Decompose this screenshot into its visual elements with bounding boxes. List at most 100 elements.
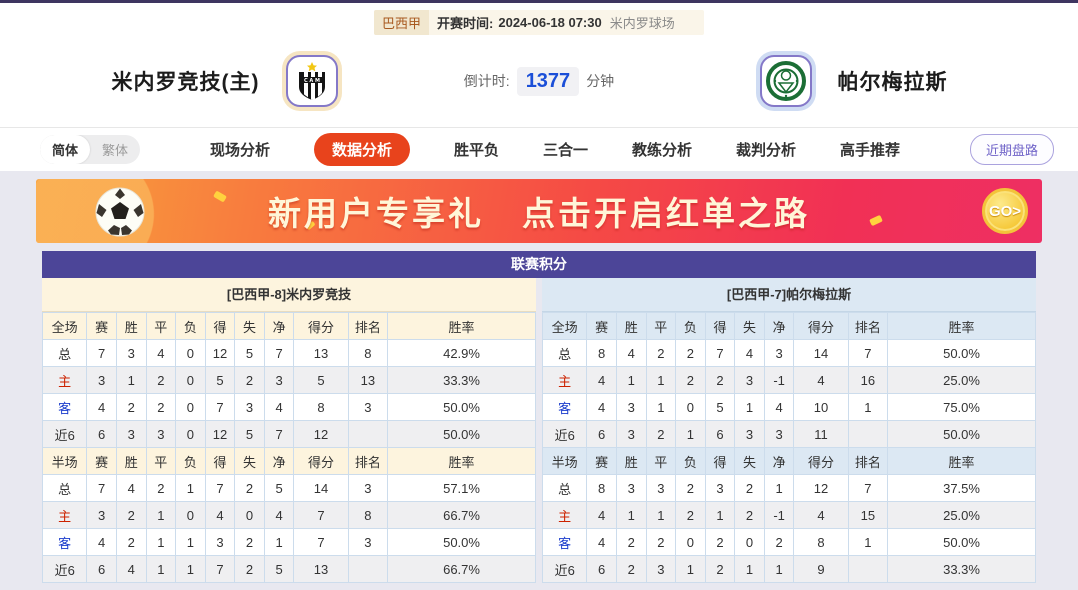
stat-cell: -1 <box>763 366 795 394</box>
stat-cell: 2 <box>234 366 265 394</box>
stat-cell: 2 <box>145 474 177 502</box>
stat-cell <box>847 420 889 448</box>
stat-cell: 4 <box>586 366 617 394</box>
stat-cell: 1 <box>847 393 889 421</box>
stat-cell: 3 <box>347 393 389 421</box>
stat-cell: 50.0% <box>887 420 1036 448</box>
row-label: 客 <box>41 528 88 556</box>
stat-cell: 33.3% <box>387 366 536 394</box>
recent-handicap-button[interactable]: 近期盘路 <box>969 134 1054 165</box>
table-title: 联赛积分 <box>42 251 1036 278</box>
home-team-name: 米内罗竞技(主) <box>111 71 260 94</box>
stat-cell: 1 <box>645 501 677 529</box>
stat-cell: 8 <box>347 339 389 367</box>
column-header: 得分 <box>293 447 349 475</box>
stat-cell: 2 <box>675 474 706 502</box>
nav-item-7[interactable]: 高手推荐 <box>840 142 901 159</box>
stat-cell: 2 <box>645 420 677 448</box>
column-header: 负 <box>175 312 206 340</box>
home-stats-table: 全场赛胜平负得失净得分 排名 胜率总 7 3 4 0 12 5 7 13 8 42.9% 主 3 1 2 0 5 2 3… <box>41 312 536 583</box>
stat-cell: 6 <box>704 420 736 448</box>
stat-cell: 2 <box>234 528 265 556</box>
stat-cell: 2 <box>734 501 765 529</box>
column-header: 排名 <box>847 447 889 475</box>
team-table-header: [巴西甲-8]米内罗竞技 <box>42 278 536 312</box>
promo-banner[interactable]: 新用户专享礼 点击开启红单之路 GO> <box>36 179 1042 243</box>
column-header: 排名 <box>347 447 389 475</box>
match-header: 巴西甲 开赛时间: 2024-06-18 07:30 米内罗球场 米内罗竞技(主… <box>0 3 1078 127</box>
stat-cell: 8 <box>586 339 617 367</box>
row-label: 客 <box>541 393 588 421</box>
stat-cell: 2 <box>615 528 647 556</box>
navbar: 简体 繁体 现场分析 数据分析 胜平负 三合一 教练分析 裁判分析 高手推荐 近期盘路 <box>0 127 1078 171</box>
stat-cell: 6 <box>586 555 617 583</box>
countdown-unit: 分钟 <box>586 73 615 89</box>
go-coin-button[interactable]: GO> <box>982 188 1028 234</box>
nav-item-5[interactable]: 教练分析 <box>632 142 693 159</box>
stat-cell: 8 <box>793 528 849 556</box>
stat-cell: 16 <box>847 366 889 394</box>
match-info-bar: 巴西甲 开赛时间: 2024-06-18 07:30 米内罗球场 <box>374 10 704 35</box>
table-row: 总 8 3 3 2 3 2 1 12 7 37.5% <box>541 474 1036 502</box>
column-header: 平 <box>645 312 677 340</box>
table-row: 近6 6 2 3 1 2 1 1 9 33.3% <box>541 555 1036 583</box>
column-header: 净 <box>263 447 295 475</box>
row-label: 主 <box>41 366 88 394</box>
stat-cell: 1 <box>175 474 206 502</box>
column-header: 全场 <box>541 312 588 340</box>
column-header: 负 <box>675 312 706 340</box>
stat-cell: 0 <box>175 420 206 448</box>
home-team-logo: C A M <box>285 55 338 107</box>
stat-cell: 1 <box>704 501 736 529</box>
nav-item-1[interactable]: 现场分析 <box>209 142 270 159</box>
lang-traditional[interactable]: 繁体 <box>102 143 129 158</box>
stat-cell: 50.0% <box>887 528 1036 556</box>
stat-cell: 2 <box>763 528 795 556</box>
column-header: 平 <box>145 447 177 475</box>
stat-cell: 50.0% <box>887 339 1036 367</box>
nav-item-4[interactable]: 三合一 <box>543 142 589 159</box>
lang-simplified[interactable]: 简体 <box>40 135 91 164</box>
stat-cell: 5 <box>204 366 236 394</box>
nav-item-6[interactable]: 裁判分析 <box>736 142 797 159</box>
stat-cell: 3 <box>615 420 647 448</box>
language-toggle[interactable]: 简体 繁体 <box>40 135 141 164</box>
stat-cell: 1 <box>175 528 206 556</box>
row-label: 总 <box>41 474 88 502</box>
stat-cell: 66.7% <box>387 555 536 583</box>
nav-item-2[interactable]: 数据分析 <box>313 133 410 166</box>
stat-cell: 3 <box>763 339 795 367</box>
stat-cell: 2 <box>115 528 147 556</box>
top-accent-line <box>0 0 1078 3</box>
countdown-label: 倒计时: <box>463 73 510 89</box>
column-header: 净 <box>763 312 795 340</box>
table-row: 近6 6 3 3 0 12 5 7 12 50.0% <box>41 420 536 448</box>
column-header: 胜率 <box>887 312 1036 340</box>
stat-cell: 7 <box>263 339 295 367</box>
stat-cell: 2 <box>145 366 177 394</box>
stat-cell: 2 <box>115 501 147 529</box>
table-row: 客 4 2 2 0 7 3 4 8 3 50.0% <box>41 393 536 421</box>
banner-line-1: 新用户专享礼 <box>268 195 484 232</box>
stat-cell: 4 <box>204 501 236 529</box>
stat-cell: 1 <box>675 420 706 448</box>
table-row: 近6 6 3 2 1 6 3 3 11 50.0% <box>541 420 1036 448</box>
countdown: 倒计时: 1377 分钟 <box>389 66 689 96</box>
stat-cell: 1 <box>763 555 795 583</box>
stat-cell: 5 <box>234 420 265 448</box>
stat-cell: 1 <box>115 366 147 394</box>
banner-text: 新用户专享礼 点击开启红单之路 <box>36 179 1042 243</box>
league-badge: 巴西甲 <box>374 10 430 35</box>
stat-cell: 7 <box>204 555 236 583</box>
stat-cell: 12 <box>293 420 349 448</box>
stat-cell: 7 <box>204 393 236 421</box>
stat-cell: 3 <box>347 474 389 502</box>
stat-cell: 3 <box>115 420 147 448</box>
away-team-logo <box>759 55 812 107</box>
row-label: 主 <box>541 501 588 529</box>
column-header: 赛 <box>586 312 617 340</box>
nav-item-3[interactable]: 胜平负 <box>453 142 499 159</box>
row-label: 客 <box>541 528 588 556</box>
stat-cell: 6 <box>586 420 617 448</box>
stat-cell <box>347 555 389 583</box>
